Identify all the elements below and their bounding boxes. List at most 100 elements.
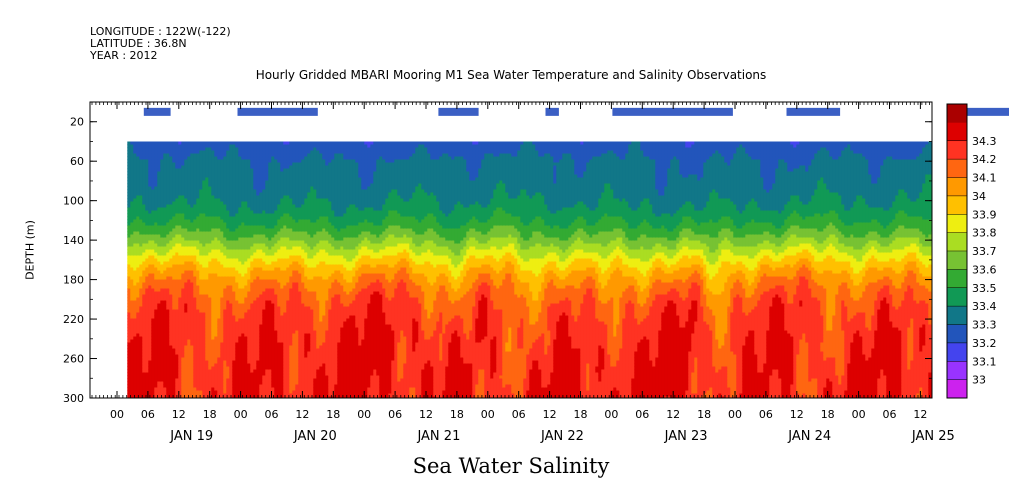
salinity-cell — [259, 336, 263, 341]
salinity-cell — [136, 354, 140, 359]
salinity-cell — [259, 318, 263, 323]
salinity-cell — [235, 147, 239, 152]
salinity-cell — [220, 255, 224, 260]
salinity-cell — [151, 372, 155, 377]
salinity-cell — [139, 189, 143, 194]
salinity-cell — [238, 153, 242, 158]
salinity-cell — [166, 273, 170, 278]
salinity-cell — [250, 366, 254, 371]
salinity-cell — [142, 378, 146, 383]
salinity-cell — [157, 153, 161, 158]
salinity-cell — [265, 162, 269, 167]
salinity-cell — [262, 204, 266, 209]
salinity-cell — [223, 396, 227, 398]
salinity-cell — [229, 273, 233, 278]
salinity-cell — [196, 207, 200, 212]
salinity-cell — [133, 189, 137, 194]
salinity-cell — [214, 234, 218, 239]
salinity-cell — [193, 294, 197, 299]
salinity-cell — [259, 381, 263, 386]
salinity-cell — [199, 363, 203, 368]
salinity-cell — [220, 381, 224, 386]
salinity-cell — [190, 294, 194, 299]
salinity-cell — [148, 354, 152, 359]
salinity-cell — [184, 144, 188, 149]
salinity-cell — [226, 162, 230, 167]
salinity-cell — [235, 270, 239, 275]
salinity-cell — [271, 216, 275, 221]
salinity-cell — [163, 153, 167, 158]
salinity-cell — [133, 201, 137, 206]
salinity-cell — [250, 219, 254, 224]
salinity-cell — [259, 186, 263, 191]
salinity-cell — [181, 312, 185, 317]
salinity-cell — [130, 297, 134, 302]
salinity-cell — [223, 390, 227, 395]
salinity-cell — [217, 336, 221, 341]
salinity-cell — [223, 231, 227, 236]
salinity-cell — [196, 174, 200, 179]
salinity-cell — [232, 276, 236, 281]
salinity-cell — [268, 162, 272, 167]
salinity-cell — [154, 249, 158, 254]
salinity-cell — [196, 222, 200, 227]
salinity-cell — [127, 243, 131, 248]
salinity-cell — [205, 366, 209, 371]
salinity-cell — [232, 360, 236, 365]
salinity-cell — [220, 285, 224, 290]
salinity-cell — [229, 261, 233, 266]
salinity-cell — [247, 186, 251, 191]
salinity-cell — [181, 324, 185, 329]
salinity-cell — [154, 366, 158, 371]
salinity-cell — [196, 396, 200, 398]
salinity-cell — [271, 225, 275, 230]
salinity-cell — [148, 270, 152, 275]
salinity-cell — [127, 156, 131, 161]
salinity-cell — [133, 384, 137, 389]
salinity-cell — [148, 186, 152, 191]
salinity-cell — [250, 357, 254, 362]
salinity-cell — [259, 372, 263, 377]
salinity-cell — [166, 174, 170, 179]
salinity-cell — [145, 228, 149, 233]
salinity-cell — [256, 372, 260, 377]
salinity-cell — [148, 390, 152, 395]
salinity-cell — [247, 315, 251, 320]
salinity-cell — [226, 159, 230, 164]
salinity-cell — [148, 240, 152, 245]
salinity-cell — [130, 357, 134, 362]
salinity-cell — [181, 393, 185, 398]
salinity-cell — [130, 186, 134, 191]
salinity-cell — [199, 195, 203, 200]
salinity-cell — [130, 198, 134, 203]
salinity-cell — [262, 180, 266, 185]
salinity-cell — [211, 282, 215, 287]
salinity-cell — [241, 174, 245, 179]
salinity-cell — [199, 351, 203, 356]
salinity-cell — [208, 249, 212, 254]
salinity-cell — [250, 225, 254, 230]
salinity-cell — [190, 261, 194, 266]
salinity-cell — [148, 258, 152, 263]
salinity-cell — [250, 336, 254, 341]
salinity-cell — [232, 222, 236, 227]
salinity-cell — [217, 237, 221, 242]
salinity-cell — [253, 243, 257, 248]
salinity-cell — [127, 342, 131, 347]
salinity-cell — [181, 156, 185, 161]
salinity-cell — [214, 354, 218, 359]
salinity-cell — [220, 396, 224, 398]
salinity-cell — [271, 144, 275, 149]
salinity-cell — [187, 156, 191, 161]
salinity-cell — [256, 171, 260, 176]
salinity-cell — [187, 342, 191, 347]
salinity-cell — [172, 189, 176, 194]
salinity-cell — [178, 396, 182, 398]
salinity-cell — [256, 294, 260, 299]
salinity-cell — [211, 279, 215, 284]
salinity-cell — [259, 201, 263, 206]
salinity-cell — [241, 318, 245, 323]
salinity-cell — [211, 237, 215, 242]
salinity-cell — [262, 336, 266, 341]
salinity-cell — [223, 264, 227, 269]
